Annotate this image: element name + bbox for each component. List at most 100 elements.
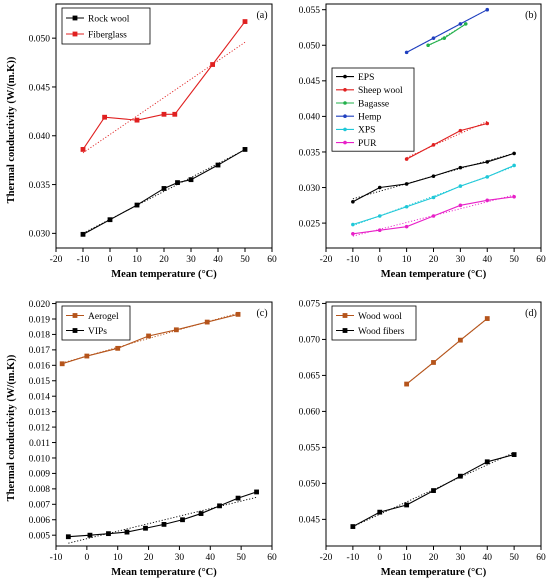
data-point xyxy=(431,36,436,40)
data-point xyxy=(134,202,140,208)
series-sheep-wool xyxy=(404,120,490,161)
series-vips xyxy=(65,489,259,544)
y-tick-label: 0.010 xyxy=(29,454,51,464)
y-tick-label: 0.005 xyxy=(29,531,51,541)
series-eps xyxy=(351,151,516,204)
data-point xyxy=(115,345,121,351)
data-point xyxy=(463,22,468,26)
y-tick-label: 0.030 xyxy=(29,230,51,240)
data-point xyxy=(442,36,447,40)
y-tick-label: 0.009 xyxy=(29,470,51,480)
y-tick-label: 0.006 xyxy=(29,516,51,526)
legend-swatch-marker xyxy=(342,328,348,333)
data-point xyxy=(146,333,151,339)
x-tick-label: 30 xyxy=(456,255,466,265)
series-xps xyxy=(351,163,516,227)
series-wood-wool xyxy=(404,316,490,387)
x-tick-label: 30 xyxy=(456,553,466,563)
y-tick-label: 0.075 xyxy=(299,300,321,310)
legend-swatch-marker xyxy=(343,127,347,132)
data-point xyxy=(351,222,355,227)
series-pur xyxy=(351,194,516,237)
legend-entry: Rock wool xyxy=(88,14,130,24)
panel-c: -10 0 10 20 30 40 50 60 0.005 0.006 0.007 0.008 0.00… xyxy=(6,300,277,578)
legend-swatch-marker xyxy=(72,31,78,37)
data-point xyxy=(404,224,409,229)
data-point xyxy=(431,143,436,147)
data-point xyxy=(377,214,382,218)
panel-a: -20 -10 0 10 20 30 40 50 60 0.030 0.035 0.040 0.045 0… xyxy=(6,3,277,280)
data-point xyxy=(350,524,356,529)
data-point xyxy=(65,534,71,540)
x-tick-label: 10 xyxy=(402,255,412,265)
legend-entry: Wood wool xyxy=(358,312,402,322)
y-tick-label: 0.016 xyxy=(29,362,51,372)
data-point xyxy=(175,180,180,186)
x-tick-label: -20 xyxy=(50,255,63,265)
x-tick-label: 50 xyxy=(236,553,246,563)
x-tick-label: 60 xyxy=(267,255,277,265)
data-point xyxy=(404,182,409,186)
trend-line xyxy=(68,496,257,544)
legend-entry: Aerogel xyxy=(88,312,119,322)
y-tick-label: 0.045 xyxy=(29,83,51,93)
data-point xyxy=(217,503,222,509)
data-point xyxy=(215,162,221,168)
panel-label: (c) xyxy=(256,308,267,319)
series-line xyxy=(82,148,246,235)
legend-entry: Hemp xyxy=(358,113,381,123)
data-point xyxy=(431,174,436,178)
x-tick-label: 50 xyxy=(509,255,519,265)
plot-frame xyxy=(55,301,273,547)
x-tick-label: 10 xyxy=(402,553,412,563)
data-point xyxy=(511,452,517,457)
data-point xyxy=(235,311,241,317)
x-tick-label: 60 xyxy=(267,553,277,563)
data-point xyxy=(426,43,430,48)
data-point xyxy=(377,185,382,190)
legend-swatch-marker xyxy=(72,15,78,21)
y-tick-label: 0.030 xyxy=(299,184,321,194)
x-tick-label: 50 xyxy=(509,553,519,563)
data-point xyxy=(458,165,463,170)
x-tick-label: -10 xyxy=(347,553,360,563)
x-tick-label: 0 xyxy=(108,255,113,265)
x-tick-label: 0 xyxy=(84,553,89,563)
series-line xyxy=(406,122,488,160)
data-point xyxy=(143,525,148,531)
legend: EPS Sheep wool Bagasse Hemp XPS PUR xyxy=(331,67,415,152)
y-tick-label: 0.008 xyxy=(29,485,51,495)
data-point xyxy=(242,147,248,152)
legend-box xyxy=(61,305,131,341)
data-point xyxy=(458,203,463,208)
legend-swatch-marker xyxy=(343,88,347,92)
x-tick-label: 0 xyxy=(377,255,382,265)
data-point xyxy=(457,337,463,343)
series-wood-fibers xyxy=(350,452,517,529)
data-point xyxy=(485,175,490,179)
data-point xyxy=(172,111,178,117)
series-aerogel xyxy=(59,311,241,367)
data-point xyxy=(485,198,490,203)
series-bagasse xyxy=(426,22,468,48)
series-fiberglass xyxy=(80,19,248,154)
data-point xyxy=(458,184,463,188)
data-point xyxy=(484,459,490,465)
y-tick-label: 0.055 xyxy=(299,6,321,16)
data-point xyxy=(404,502,410,508)
x-axis-label: Mean temperature (°C) xyxy=(111,269,217,280)
data-point xyxy=(188,177,194,183)
data-point xyxy=(404,157,409,161)
legend-entry: VIPs xyxy=(88,327,107,337)
panel-label: (a) xyxy=(256,10,267,21)
y-tick-label: 0.070 xyxy=(299,336,321,346)
y-tick-label: 0.040 xyxy=(29,132,51,142)
data-point xyxy=(458,22,463,26)
data-point xyxy=(107,217,113,223)
legend-box xyxy=(61,7,151,45)
data-point xyxy=(80,147,86,152)
legend-entry: Bagasse xyxy=(358,99,389,109)
series-hemp xyxy=(404,7,490,55)
data-point xyxy=(431,360,436,365)
